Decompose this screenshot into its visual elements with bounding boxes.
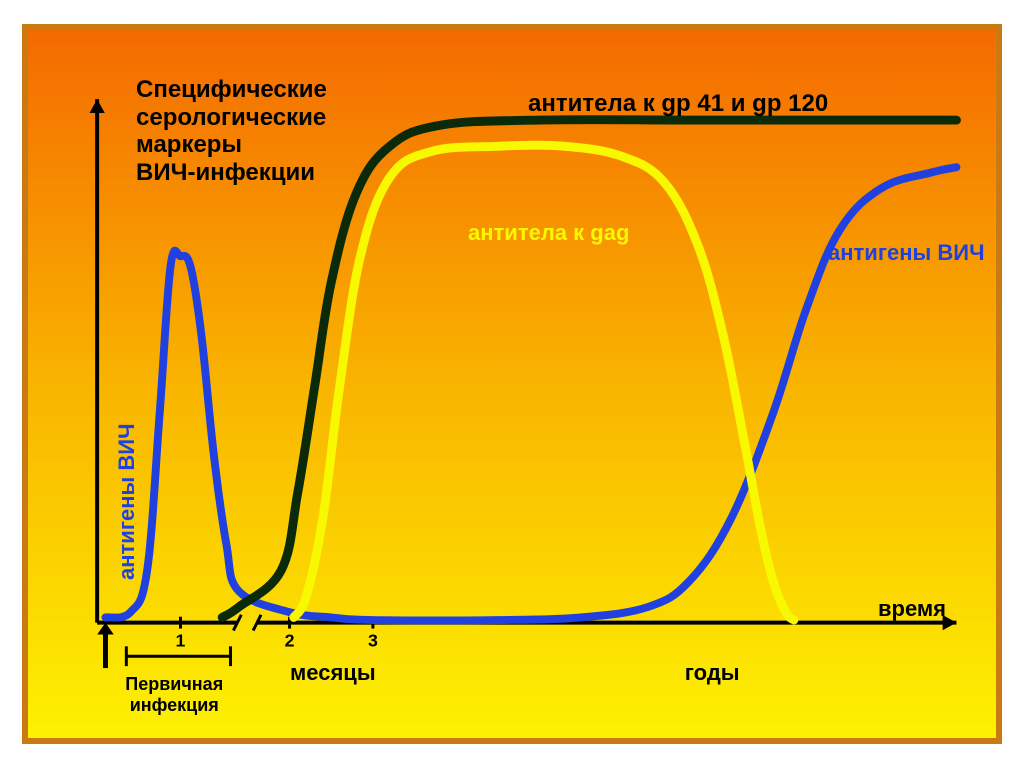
primary-infection-label: Первичная инфекция <box>125 674 223 715</box>
y-axis-label: антигены ВИЧ <box>114 423 139 580</box>
chart-frame: 1 2 3 Специфические серологические маркеры… <box>22 24 1002 744</box>
svg-text:2: 2 <box>285 630 295 650</box>
svg-text:1: 1 <box>176 630 186 650</box>
axis-sublabel-months: месяцы <box>290 660 376 685</box>
series-label-anti-gag: антитела к gag <box>468 220 629 245</box>
page-root: 1 2 3 Специфические серологические маркеры… <box>0 0 1024 768</box>
series-label-antigens: антигены ВИЧ <box>828 240 985 265</box>
chart-title: Специфические серологические маркеры ВИЧ… <box>136 76 327 186</box>
series-label-anti-gp: антитела к gp 41 и gp 120 <box>528 90 828 118</box>
x-axis-label: время <box>878 596 946 621</box>
svg-text:3: 3 <box>368 630 378 650</box>
axis-sublabel-years: годы <box>685 660 740 685</box>
